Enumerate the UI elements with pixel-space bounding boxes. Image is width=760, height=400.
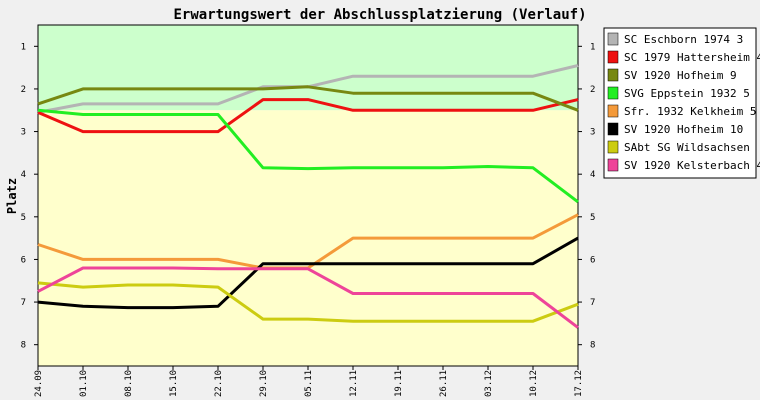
y-tick-label-right: 6 [590,255,595,265]
x-tick-label: 12.11 [349,370,359,397]
legend: SC Eschborn 1974 3 SC 1979 Hattersheim 4 S… [603,27,760,179]
series-line-8 [37,266,579,329]
legend-label: SV 1920 Kelsterbach 4 [624,159,760,172]
legend-swatch [607,86,619,100]
y-tick-label-right: 3 [590,128,595,138]
y-tick-label-left: 5 [21,213,26,223]
series-line-7 [37,281,579,323]
legend-box [603,27,757,179]
legend-swatch [607,122,619,136]
legend-swatch [607,50,619,64]
legend-swatch [607,140,619,154]
legend-label: SAbt SG Wildsachsen [624,141,750,154]
y-tick-label-left: 6 [21,255,26,265]
y-tick-label-left: 7 [21,298,26,308]
y-tick-label-right: 4 [590,170,595,180]
legend-swatch [607,158,619,172]
y-tick-label-left: 1 [21,42,26,52]
x-tick-label: 03.12 [484,370,494,397]
legend-swatch [607,68,619,82]
plot-area: 1 1 2 2 3 3 4 4 5 5 6 6 7 7 8 8 24.09 01.10 08.10 15.10 22.1… [21,24,595,397]
x-tick-label: 01.10 [79,370,89,397]
series-line-4 [37,108,579,204]
legend-label: SV 1920 Hofheim 10 [624,123,743,136]
legend-label: SV 1920 Hofheim 9 [624,69,737,82]
background-band-0 [38,25,578,111]
legend-label: Sfr. 1932 Kelkheim 5 [624,105,756,118]
y-tick-label-right: 1 [590,42,595,52]
x-tick-label: 15.10 [169,370,179,397]
x-tick-label: 10.12 [529,370,539,397]
y-tick-label-right: 2 [590,85,595,95]
chart-title: Erwartungswert der Abschlussplatzierung … [173,7,586,23]
x-tick-label: 24.09 [34,370,44,397]
x-tick-label: 19.11 [394,370,404,397]
legend-swatch [607,32,619,46]
legend-swatch [607,104,619,118]
x-tick-label: 17.12 [574,370,584,397]
y-tick-label-left: 2 [21,85,26,95]
y-tick-label-right: 7 [590,298,595,308]
series-line-6 [37,236,579,310]
series-line-3 [37,85,579,112]
x-tick-label: 05.11 [304,370,314,397]
y-tick-label-right: 8 [590,341,595,351]
x-tick-label: 22.10 [214,370,224,397]
legend-label: SC Eschborn 1974 3 [624,33,743,46]
x-tick-label: 29.10 [259,370,269,397]
y-tick-label-right: 5 [590,213,595,223]
series-line-2 [37,98,579,134]
y-tick-label-left: 3 [21,128,26,138]
legend-label: SVG Eppstein 1932 5 [624,87,750,100]
y-tick-label-left: 4 [21,170,26,180]
legend-label: SC 1979 Hattersheim 4 [624,51,760,64]
y-axis-label: Platz [5,178,19,214]
y-tick-label-left: 8 [21,341,26,351]
x-tick-label: 26.11 [439,370,449,397]
x-tick-label: 08.10 [124,370,134,397]
